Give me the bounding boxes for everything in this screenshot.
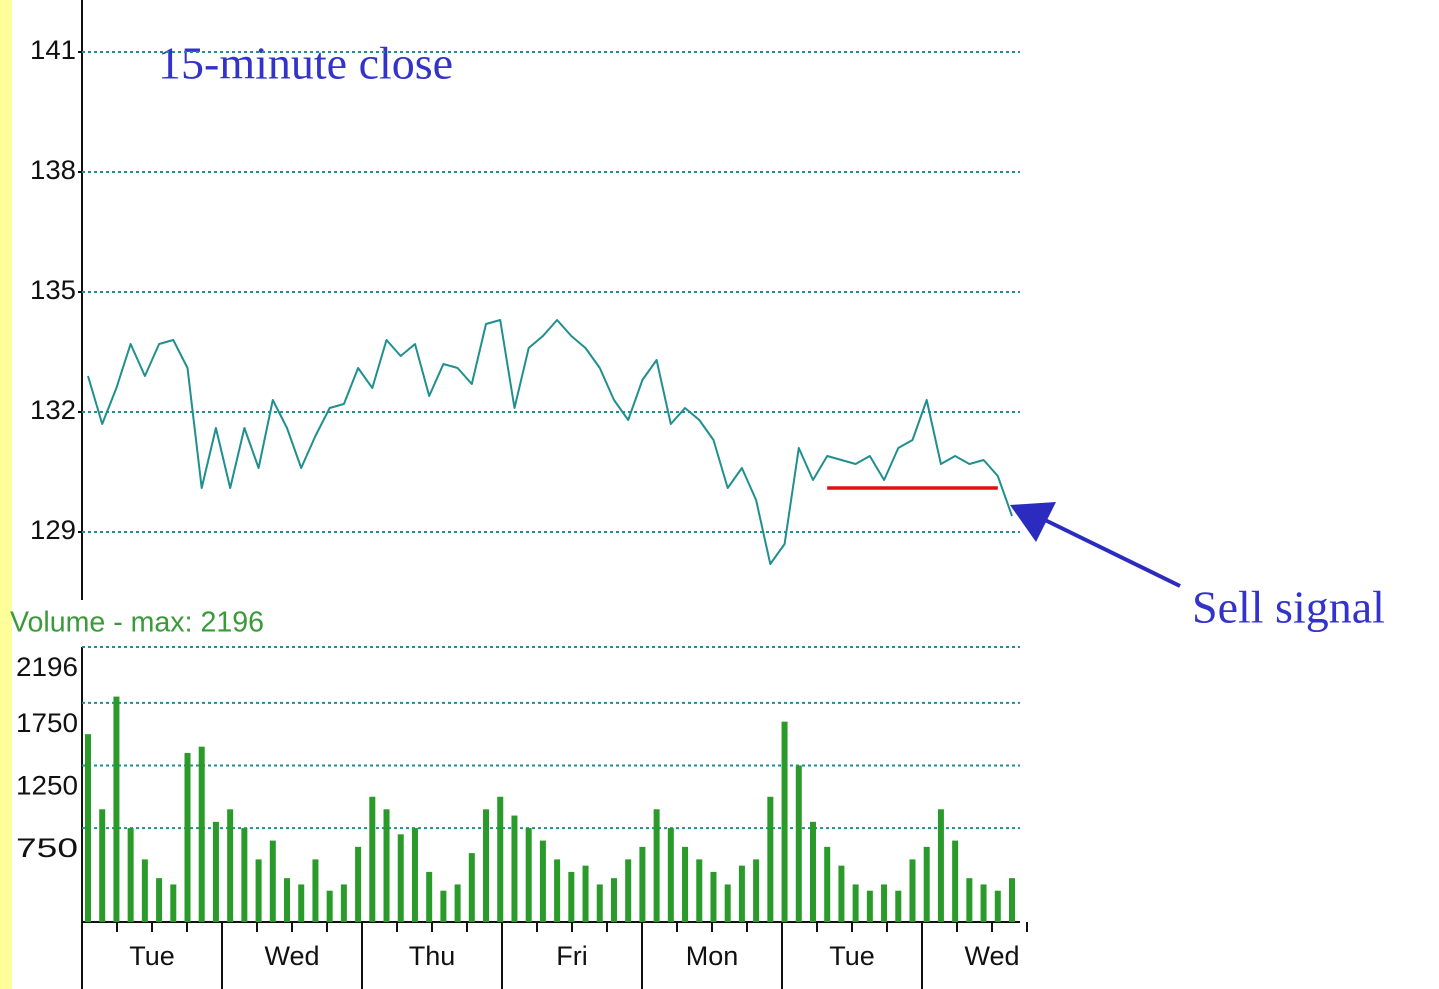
volume-bar [198, 746, 205, 922]
price-line [87, 319, 1013, 565]
x-tick-label: Tue [129, 941, 175, 971]
arrow-head [1010, 502, 1056, 542]
volume-bar [781, 721, 788, 922]
volume-bar [426, 871, 433, 922]
volume-bar [738, 865, 745, 922]
y-tick-label: 750 [16, 833, 78, 863]
y-tick-label: 1750 [16, 708, 78, 738]
volume-bar [653, 809, 660, 922]
volume-bar [753, 859, 760, 922]
volume-bar [483, 809, 490, 922]
volume-bar [497, 796, 504, 922]
volume-bar [696, 859, 703, 922]
volume-bar [127, 828, 134, 922]
volume-bar [170, 884, 177, 922]
y-tick-label: 141 [30, 35, 76, 65]
volume-bar [795, 765, 802, 922]
y-tick-label: 132 [30, 395, 76, 425]
volume-bar [212, 821, 219, 922]
volume-bar [710, 871, 717, 922]
volume-bar [326, 890, 333, 922]
y-tick-label: 138 [30, 155, 76, 185]
x-tick-label: Mon [686, 941, 739, 971]
y-tick-label: 129 [30, 515, 76, 545]
volume-bar [966, 878, 973, 922]
volume-bar [99, 809, 106, 922]
volume-bar [682, 846, 689, 922]
volume-bar [923, 846, 930, 922]
volume-bar [525, 828, 532, 922]
volume-bar [511, 815, 518, 922]
volume-bar [980, 884, 987, 922]
volume-bar [468, 853, 475, 922]
y-tick-label: 135 [30, 275, 76, 305]
volume-bar [312, 859, 319, 922]
x-tick-label: Thu [409, 941, 456, 971]
volume-bar [383, 809, 390, 922]
volume-title: Volume - max: 2196 [10, 607, 264, 639]
chart-title: 15-minute close [158, 38, 453, 89]
volume-bar [866, 890, 873, 922]
x-tick-label: Tue [829, 941, 875, 971]
volume-bar [241, 828, 248, 922]
x-tick-label: Wed [264, 941, 319, 971]
volume-bar [369, 796, 376, 922]
volume-bar [156, 878, 163, 922]
volume-bar [724, 884, 731, 922]
volume-bar [881, 884, 888, 922]
volume-bar [85, 734, 91, 922]
volume-bar [554, 859, 561, 922]
volume-bar [838, 865, 845, 922]
x-tick-label: Wed [964, 941, 1019, 971]
volume-bar [397, 834, 404, 922]
volume-bar [255, 859, 262, 922]
volume-bar [355, 846, 362, 922]
y-tick-label: 2196 [16, 652, 78, 682]
volume-bar [1009, 878, 1015, 922]
volume-bar [227, 809, 234, 922]
volume-bar [582, 865, 589, 922]
volume-bar [184, 752, 191, 922]
x-tick-label: Fri [556, 941, 587, 971]
volume-bar [411, 828, 418, 922]
volume-bar [895, 890, 902, 922]
volume-bar [284, 878, 291, 922]
volume-bar [440, 890, 447, 922]
volume-bar [639, 846, 646, 922]
volume-bar [539, 840, 546, 922]
volume-bar [767, 796, 774, 922]
volume-bar [824, 846, 831, 922]
volume-bar [667, 828, 674, 922]
annotation: Sell signal [1192, 582, 1385, 633]
volume-bar [625, 859, 632, 922]
volume-bar [596, 884, 603, 922]
volume-bar [994, 890, 1001, 922]
volume-bar [909, 859, 916, 922]
volume-bar [568, 871, 575, 922]
volume-bar [298, 884, 305, 922]
volume-bar [269, 840, 276, 922]
y-tick-label: 1250 [16, 771, 78, 801]
volume-bar [852, 884, 859, 922]
arrow-shaft [1044, 518, 1181, 588]
volume-bar [454, 884, 461, 922]
volume-bar [141, 859, 148, 922]
volume-bar [113, 696, 120, 922]
volume-bar [340, 884, 347, 922]
volume-bar [809, 821, 816, 922]
volume-bar [610, 878, 617, 922]
side-strip [0, 0, 12, 989]
volume-bar [952, 840, 959, 922]
volume-bar [937, 809, 944, 922]
